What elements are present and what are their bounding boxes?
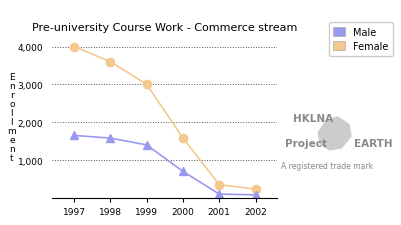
Legend: Male, Female: Male, Female (328, 23, 392, 56)
Title: Pre-university Course Work - Commerce stream: Pre-university Course Work - Commerce st… (32, 22, 297, 32)
Text: EARTH: EARTH (353, 138, 391, 148)
Text: Project: Project (285, 138, 326, 148)
Text: A registered trade mark: A registered trade mark (281, 162, 373, 171)
Text: HKLNA: HKLNA (293, 114, 333, 124)
Polygon shape (317, 117, 351, 151)
Y-axis label: E
n
r
o
l
l
m
e
n
t: E n r o l l m e n t (8, 72, 16, 162)
